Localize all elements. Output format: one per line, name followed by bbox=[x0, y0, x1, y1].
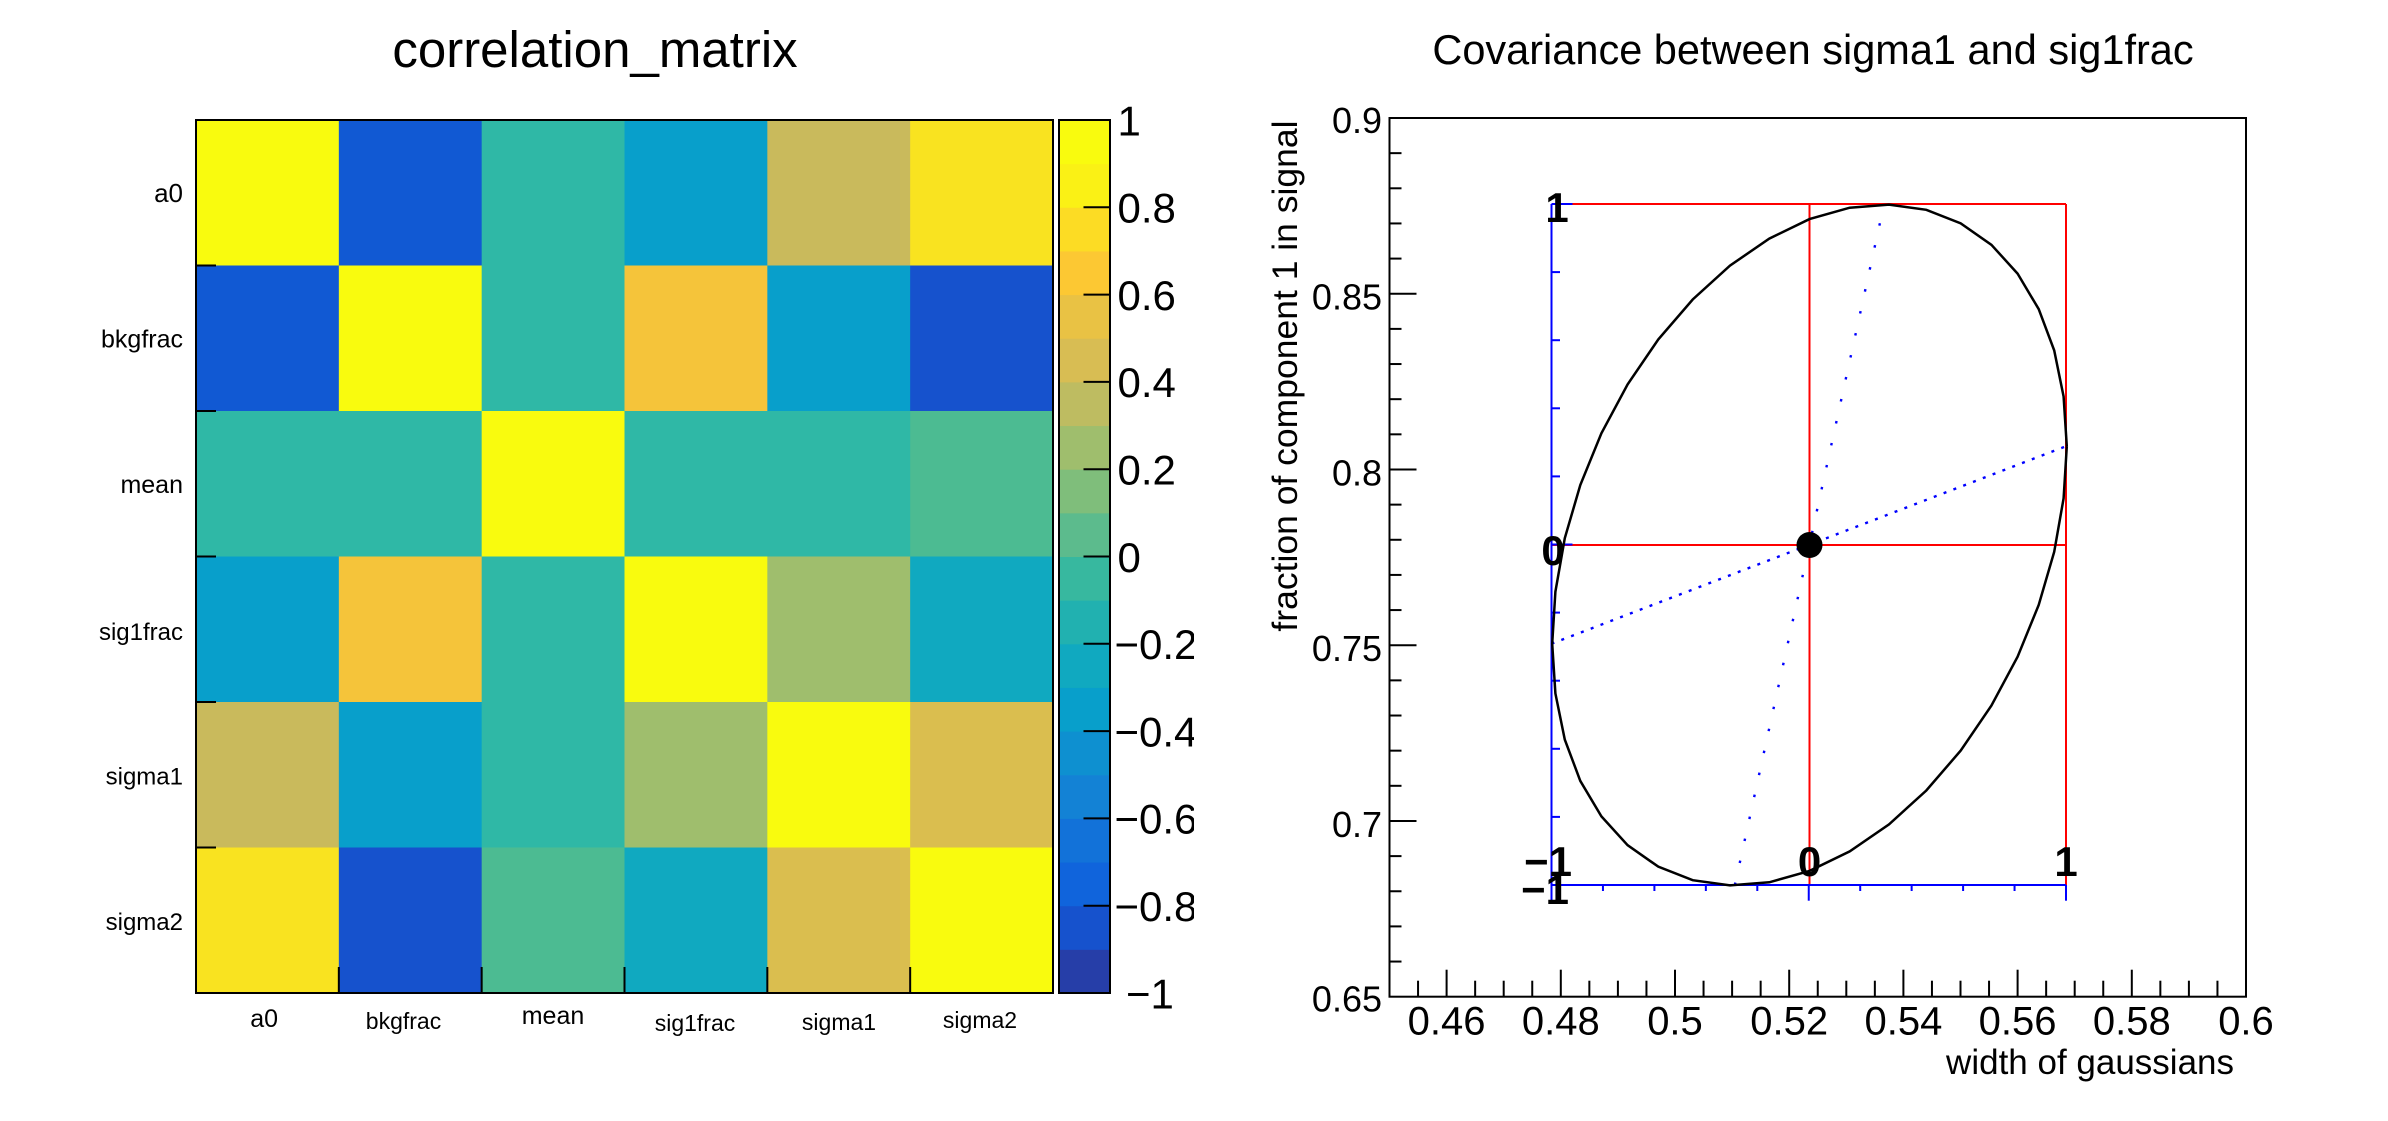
svg-text:0.2: 0.2 bbox=[1118, 447, 1176, 494]
svg-text:0.54: 0.54 bbox=[1864, 1000, 1942, 1044]
svg-text:sigma1: sigma1 bbox=[106, 764, 183, 791]
svg-text:−0.8: −0.8 bbox=[1115, 883, 1198, 930]
svg-text:bkgfrac: bkgfrac bbox=[101, 326, 183, 354]
svg-text:bkgfrac: bkgfrac bbox=[366, 1008, 441, 1034]
svg-text:sig1frac: sig1frac bbox=[99, 619, 183, 646]
svg-text:−0.2: −0.2 bbox=[1115, 621, 1198, 668]
svg-text:Covariance between sigma1 and: Covariance between sigma1 and sig1frac bbox=[1432, 26, 2193, 73]
svg-text:0: 0 bbox=[1118, 534, 1141, 581]
svg-text:0.52: 0.52 bbox=[1750, 1000, 1828, 1044]
svg-text:1: 1 bbox=[2054, 838, 2077, 885]
svg-text:sig1frac: sig1frac bbox=[655, 1010, 736, 1036]
svg-text:0.8: 0.8 bbox=[1332, 452, 1382, 493]
svg-text:0.8: 0.8 bbox=[1118, 185, 1176, 232]
svg-text:0.6: 0.6 bbox=[2218, 1000, 2274, 1044]
svg-text:sigma2: sigma2 bbox=[943, 1007, 1017, 1033]
svg-text:width of gaussians: width of gaussians bbox=[1945, 1043, 2234, 1082]
svg-text:0: 0 bbox=[1541, 527, 1564, 574]
svg-text:0.56: 0.56 bbox=[1979, 1000, 2057, 1044]
svg-text:0.7: 0.7 bbox=[1332, 804, 1382, 845]
svg-text:0.6: 0.6 bbox=[1118, 272, 1176, 319]
svg-text:0.85: 0.85 bbox=[1312, 277, 1382, 318]
svg-text:fraction of component 1 in sig: fraction of component 1 in signal bbox=[1265, 120, 1305, 631]
svg-text:a0: a0 bbox=[154, 178, 183, 208]
svg-text:0.58: 0.58 bbox=[2093, 1000, 2171, 1044]
svg-text:sigma2: sigma2 bbox=[106, 909, 183, 936]
svg-text:mean: mean bbox=[522, 1002, 585, 1030]
svg-text:−0.4: −0.4 bbox=[1115, 708, 1198, 755]
svg-text:−0.6: −0.6 bbox=[1115, 796, 1198, 843]
svg-text:0.75: 0.75 bbox=[1312, 628, 1382, 669]
svg-text:0.9: 0.9 bbox=[1332, 100, 1382, 141]
svg-text:sigma1: sigma1 bbox=[802, 1009, 876, 1035]
svg-text:correlation_matrix: correlation_matrix bbox=[392, 21, 797, 78]
svg-text:0: 0 bbox=[1798, 838, 1821, 885]
svg-text:0.65: 0.65 bbox=[1312, 979, 1382, 1020]
svg-text:a0: a0 bbox=[250, 1005, 278, 1033]
svg-text:0.5: 0.5 bbox=[1647, 1000, 1703, 1044]
svg-text:0.4: 0.4 bbox=[1118, 359, 1176, 406]
svg-text:0.48: 0.48 bbox=[1522, 1000, 1600, 1044]
svg-text:1: 1 bbox=[1545, 184, 1568, 231]
svg-text:−1: −1 bbox=[1521, 866, 1569, 913]
svg-text:1: 1 bbox=[1118, 97, 1141, 144]
svg-text:mean: mean bbox=[120, 471, 183, 499]
svg-text:−1: −1 bbox=[1126, 970, 1174, 1017]
svg-text:−1: −1 bbox=[1524, 838, 1572, 885]
svg-text:0.46: 0.46 bbox=[1408, 1000, 1486, 1044]
